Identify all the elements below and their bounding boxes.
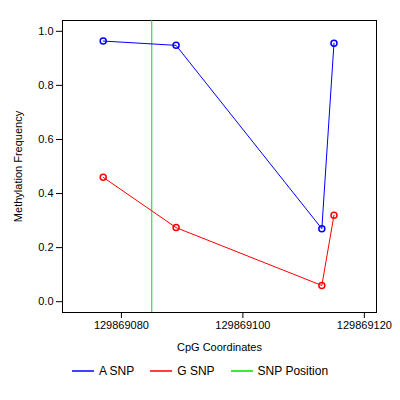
svg-text:129869120: 129869120 xyxy=(337,319,392,331)
html-text:A SNP: A SNP xyxy=(98,364,135,378)
html-text:G SNP: G SNP xyxy=(177,364,215,378)
svg-text:1.0: 1.0 xyxy=(38,25,53,37)
svg-text:0.2: 0.2 xyxy=(38,241,53,253)
svg-text:0.0: 0.0 xyxy=(38,295,53,307)
svg-text:129869080: 129869080 xyxy=(94,319,149,331)
svg-text:129869100: 129869100 xyxy=(215,319,270,331)
html-text:SNP Position: SNP Position xyxy=(257,364,329,378)
svg-text:0.6: 0.6 xyxy=(38,133,53,145)
svg-text:0.8: 0.8 xyxy=(38,79,53,91)
svg-text:0.4: 0.4 xyxy=(38,187,53,199)
svg-text:CpG Coordinates: CpG Coordinates xyxy=(177,341,262,353)
svg-text:Methylation Frequency: Methylation Frequency xyxy=(12,110,24,222)
